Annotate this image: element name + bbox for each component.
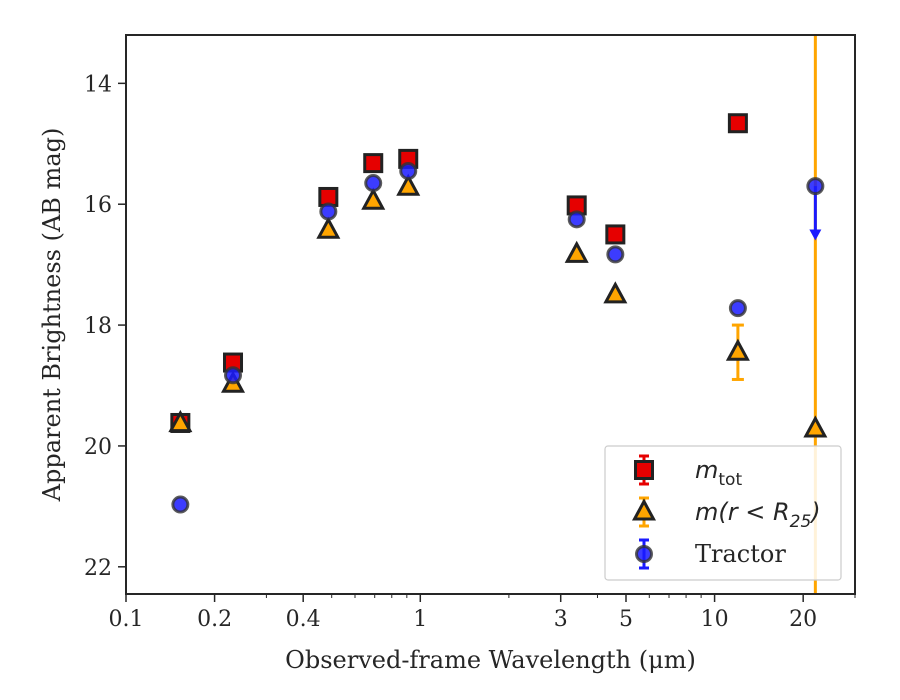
data-point [399, 161, 418, 180]
legend-marker [631, 498, 657, 521]
y-axis: 14 16 18 20 22 [84, 72, 126, 581]
upper-limit-arrow [809, 229, 822, 241]
data-point [168, 409, 193, 433]
data-point [727, 113, 748, 134]
data-point [319, 202, 338, 221]
plot-frame [125, 34, 856, 595]
x-axis-label: Observed-frame Wavelength (μm) [285, 646, 696, 674]
x-tick-label: 0.2 [197, 607, 232, 632]
x-tick-label: 1 [413, 607, 427, 632]
x-tick-label: 3 [554, 607, 568, 632]
legend-label: Tractor [695, 540, 786, 568]
y-tick-label: 18 [84, 314, 112, 339]
data-point [603, 281, 628, 304]
data-point [361, 187, 386, 210]
legend-label: m(r < R25) [695, 498, 821, 532]
x-tick-label: 0.1 [109, 607, 144, 632]
data-point [803, 415, 828, 438]
data-point [605, 224, 626, 245]
data-point [364, 174, 383, 193]
data-layer [168, 35, 828, 594]
legend-box [604, 445, 842, 581]
data-point [316, 216, 341, 239]
data-point [806, 177, 825, 196]
data-point [396, 173, 421, 196]
y-tick-label: 22 [84, 556, 112, 581]
series-square [170, 113, 748, 433]
y-tick-label: 14 [84, 72, 112, 97]
legend-label: mtot [695, 456, 742, 490]
legend-marker [634, 460, 654, 480]
data-point [725, 338, 750, 361]
legend: mtot m(r < R25) Tractor [604, 445, 842, 581]
x-tick-label: 5 [619, 607, 633, 632]
series-circle [171, 161, 825, 514]
data-point [564, 240, 589, 263]
data-point [606, 245, 625, 264]
y-axis-label: Apparent Brightness (AB mag) [38, 128, 66, 503]
x-tick-label: 0.4 [286, 607, 321, 632]
y-tick-label: 16 [84, 193, 112, 218]
x-tick-label: 20 [789, 607, 817, 632]
series-triangle [168, 173, 828, 438]
data-point [567, 210, 586, 229]
y-tick-label: 20 [84, 435, 112, 460]
x-axis: 0.1 0.2 0.4 1 3 5 10 20 [109, 594, 856, 632]
data-point [224, 366, 243, 385]
legend-marker [635, 545, 653, 563]
data-point [363, 153, 384, 174]
x-tick-label: 10 [701, 607, 729, 632]
data-point [171, 495, 190, 514]
data-point [728, 299, 747, 318]
